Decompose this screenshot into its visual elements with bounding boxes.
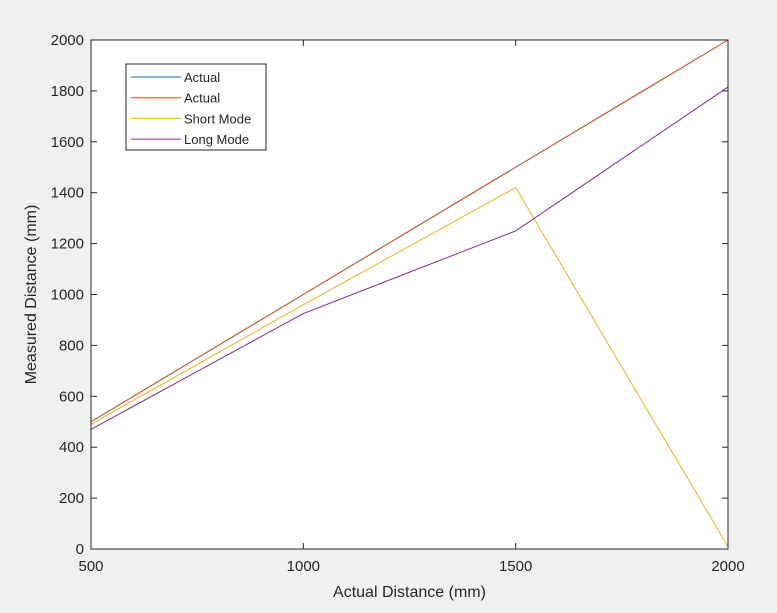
y-tick-label: 1800: [51, 83, 84, 100]
legend-label: Short Mode: [184, 111, 251, 126]
y-tick-label: 200: [59, 490, 84, 507]
y-tick-label: 0: [76, 541, 84, 558]
y-tick-label: 1000: [51, 287, 84, 304]
legend-label: Actual: [184, 70, 220, 85]
y-tick-label: 1600: [51, 134, 84, 151]
y-tick-label: 600: [59, 388, 84, 405]
series-line-3: [90, 186, 729, 547]
series-line-4: [90, 86, 729, 430]
y-tick-label: 400: [59, 439, 84, 456]
series-line-2: [90, 39, 729, 423]
ticks-layer: 500 1000 1500 2000 0 200 400 600 800 1000 1200 1400…: [51, 32, 745, 575]
y-tick-label: 2000: [51, 32, 84, 49]
x-tick-label: 500: [78, 558, 103, 575]
x-axis-label: Actual Distance (mm): [333, 584, 486, 601]
legend: Actual Actual Short Mode Long Mode: [125, 63, 267, 151]
legend-items: Actual Actual Short Mode Long Mode: [131, 70, 251, 147]
legend-label: Actual: [184, 91, 220, 106]
x-tick-label: 1000: [287, 558, 320, 575]
x-tick-label: 2000: [711, 558, 744, 575]
legend-label: Long Mode: [184, 132, 249, 147]
y-tick-label: 1400: [51, 185, 84, 202]
series-layer: [90, 39, 729, 547]
y-tick-label: 800: [59, 337, 84, 354]
x-tick-label: 1500: [499, 558, 532, 575]
y-axis-label: Measured Distance (mm): [23, 205, 40, 385]
legend-box: [125, 63, 267, 151]
y-tick-label: 1200: [51, 236, 84, 253]
